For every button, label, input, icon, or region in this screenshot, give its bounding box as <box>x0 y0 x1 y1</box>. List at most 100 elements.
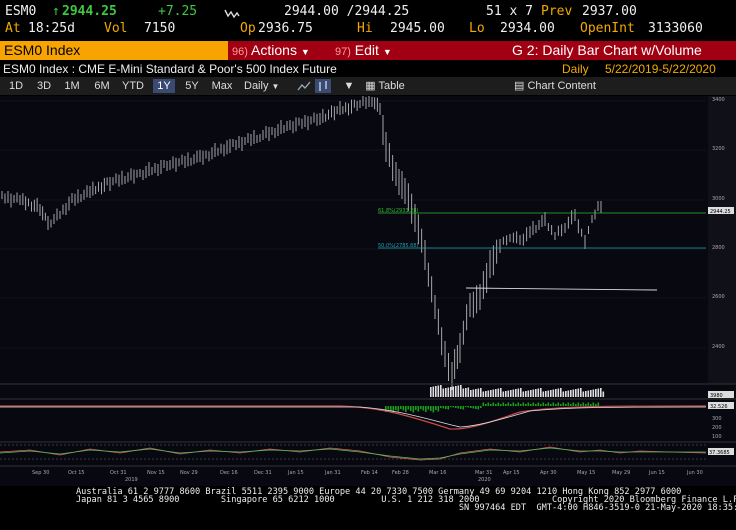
low-label: Lo <box>469 21 485 36</box>
line-chart-icon[interactable] <box>296 79 312 93</box>
volume-bar <box>537 388 540 397</box>
macd-histogram-bar <box>402 406 405 411</box>
volume-bar <box>597 388 600 397</box>
volume-bar <box>565 391 567 397</box>
chart-subtitle: ESM0 Index : CME E-Mini Standard & Poor'… <box>0 61 736 77</box>
volume-bar <box>595 389 597 397</box>
period-1y-button[interactable]: 1Y <box>153 79 175 93</box>
macd-histogram-bar <box>450 406 452 407</box>
footer-line-3: SN 997464 EDT GMT-4:00 H846-3519-0 21-Ma… <box>76 503 736 513</box>
period-5y-button[interactable]: 5Y <box>185 80 199 92</box>
security-description: ESM0 Index : CME E-Mini Standard & Poor'… <box>3 62 337 76</box>
macd-histogram-bar <box>497 402 500 406</box>
macd-histogram-bar <box>555 404 557 406</box>
volume-bar <box>500 388 502 397</box>
macd-histogram-bar <box>477 406 480 410</box>
macd-histogram-bar <box>482 402 485 406</box>
macd-histogram-bar <box>460 406 462 409</box>
macd-histogram-bar <box>535 404 537 406</box>
volume-bar <box>465 388 467 397</box>
macd-histogram-bar <box>495 404 497 406</box>
volume-bar <box>592 389 595 397</box>
volume-bar <box>457 385 460 397</box>
volume-bar <box>480 388 482 397</box>
macd-histogram-bar <box>517 402 520 406</box>
volume-bar <box>505 391 507 397</box>
fib-label-500: 50.0%(2785.88) <box>378 243 419 249</box>
net-change: +7.25 <box>158 4 198 19</box>
bid-ask: 2944.00 /2944.25 <box>284 4 410 19</box>
x-axis-ticks: Sep 30 Oct 15 Oct 31 Nov 15 Nov 29 Dec 16 Dec … <box>32 470 703 476</box>
volume-bar <box>462 388 465 397</box>
x-axis-tick-label: Oct 31 <box>110 470 127 476</box>
volume-bar <box>530 390 532 397</box>
x-axis-tick-label: Nov 29 <box>180 470 198 476</box>
bar-chart-icon[interactable] <box>315 79 331 93</box>
edit-menu-button[interactable]: 97) Edit ▼ <box>335 41 392 60</box>
x-axis-tick-label: Dec 31 <box>254 470 272 476</box>
macd-histogram-bar <box>445 406 447 409</box>
volume-bar <box>455 386 457 397</box>
macd-histogram-bar <box>387 406 390 410</box>
period-ytd-button[interactable]: YTD <box>122 80 144 92</box>
macd-histogram-bar <box>522 402 525 406</box>
volume-bar <box>567 390 570 397</box>
macd-histogram-bar <box>575 404 577 406</box>
volume: 7150 <box>144 21 176 36</box>
macd-histogram-bar <box>467 406 470 408</box>
period-max-button[interactable]: Max <box>211 80 233 92</box>
macd-histogram-bar <box>425 406 427 412</box>
open-interest-label: OpenInt <box>580 21 635 36</box>
macd-histogram-bar <box>392 406 395 413</box>
volume-bar <box>497 388 500 397</box>
macd-line <box>0 405 707 430</box>
volume-bar <box>432 386 435 397</box>
volume-bar <box>490 390 492 397</box>
price-tick: 2800 <box>712 245 725 251</box>
last-price-tag-text: 2944.25 <box>710 209 731 215</box>
volume-bar <box>452 386 455 397</box>
chart-content-button[interactable]: ▤ Chart Content <box>510 79 600 93</box>
time-label: At <box>5 21 21 36</box>
macd-histogram-bar <box>590 404 592 406</box>
rsi-tick: 100 <box>712 434 722 440</box>
quote-line-1: ESM0 ↑ 2944.25 +7.25 2944.00 /2944.25 51… <box>0 4 736 21</box>
period-6m-button[interactable]: 6M <box>94 80 110 92</box>
bid-ask-size: 51 x 7 <box>486 4 533 19</box>
period-1d-button[interactable]: 1D <box>8 80 24 92</box>
macd-histogram-bar <box>595 404 597 406</box>
chevron-down-icon: ▼ <box>382 47 392 57</box>
macd-histogram-bar <box>485 404 487 406</box>
volume-bar <box>430 387 432 397</box>
volume-bar <box>547 390 550 397</box>
ticker[interactable]: ESM0 <box>5 4 37 19</box>
security-field[interactable]: ESM0 Index <box>0 41 228 60</box>
frequency-label: Daily <box>562 62 589 76</box>
x-axis-tick-label: Jun 30 <box>686 470 703 476</box>
daily-bar-chart[interactable]: 61.8%(2933.28) 50.0%(2785.88) 3400 3200 … <box>0 93 736 486</box>
chevron-down-icon[interactable]: ▼ <box>343 80 355 92</box>
macd-histogram-bar <box>520 404 522 406</box>
edit-menu-label: Edit <box>354 42 379 58</box>
period-3d-button[interactable]: 3D <box>36 80 52 92</box>
macd-histogram-bar <box>410 406 412 411</box>
macd-histogram-bar <box>592 402 595 406</box>
macd-histogram-bar <box>532 402 535 406</box>
volume-bar <box>510 390 512 397</box>
macd-histogram-bar <box>525 404 527 406</box>
chart-area[interactable]: 61.8%(2933.28) 50.0%(2785.88) 3400 3200 … <box>0 93 736 486</box>
macd-histogram-bar <box>417 406 420 412</box>
sparkline-icon[interactable] <box>224 7 240 19</box>
chart-grid <box>0 100 706 349</box>
actions-menu-button[interactable]: 96) Actions ▼ <box>232 41 310 60</box>
volume-bar <box>485 391 487 397</box>
macd-signal-line <box>0 406 707 428</box>
volume-bar <box>445 388 447 397</box>
macd-histogram-bar <box>545 404 547 406</box>
date-range[interactable]: 5/22/2019-5/22/2020 <box>605 62 716 76</box>
volume-bar <box>435 386 437 397</box>
interval-dropdown[interactable]: Daily ▼ <box>244 79 294 93</box>
x-axis-tick-label: Jun 15 <box>648 470 665 476</box>
table-button[interactable]: ▦ Table <box>362 79 408 93</box>
period-1m-button[interactable]: 1M <box>64 80 80 92</box>
